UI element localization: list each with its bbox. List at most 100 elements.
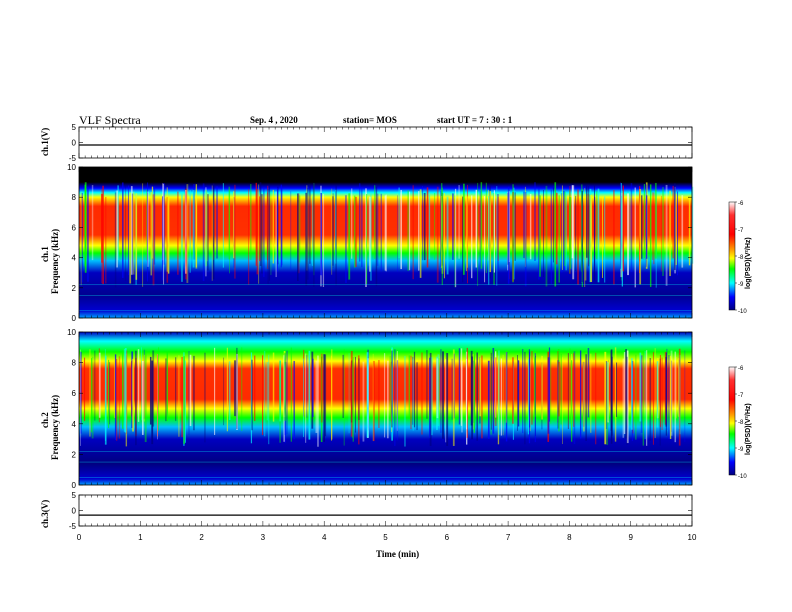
spectrogram-2-streak	[476, 352, 478, 441]
spectrogram-2-streak	[639, 352, 642, 422]
spectrogram-1-streak	[645, 195, 648, 259]
spectrogram-2-streak	[436, 358, 439, 419]
spectrogram-2-streak	[118, 356, 121, 439]
spectrogram-2-streak	[505, 351, 507, 423]
spectrogram-2-streak	[320, 353, 323, 423]
spectrogram-1-streak	[593, 184, 596, 281]
spectrogram-1-streak	[571, 185, 574, 259]
spectrogram-1-streak	[622, 185, 624, 272]
spectrogram-1-streak	[434, 192, 436, 260]
spectrogram-2-streak	[157, 354, 158, 437]
spectrogram-1-streak	[351, 188, 353, 259]
spectrogram-1-streak	[479, 191, 481, 269]
spectrogram-2-streak	[263, 350, 266, 437]
spectrogram-1-streak	[577, 189, 579, 285]
spectrogram-1-streak	[550, 189, 552, 284]
spectrogram-2-streak	[312, 358, 314, 417]
spectrogram-1-streak	[184, 189, 187, 274]
spectrogram-2-streak	[605, 361, 608, 429]
spectrogram-1-streak	[152, 191, 154, 258]
spectrogram-2-streak	[223, 357, 225, 426]
spectrogram-2-streak	[579, 350, 582, 439]
spectrogram-2-streak	[527, 359, 529, 435]
spectrogram-2-streak	[416, 362, 418, 431]
spectrogram-1-streak	[588, 185, 590, 267]
spectrogram-2-streak	[587, 348, 590, 418]
spectrogram-1-streak	[584, 193, 587, 281]
spectrogram-2-streak	[396, 360, 399, 441]
panel-3-ytick-label: -5	[69, 522, 77, 531]
spectrogram-2-streak	[290, 347, 293, 442]
spectrogram-2-streak	[524, 351, 526, 445]
spectrogram-1-streak	[91, 185, 94, 261]
spectrogram-1-streak	[80, 191, 82, 286]
spectrogram-2-streak	[396, 351, 398, 431]
spectrogram-1-streak	[355, 196, 357, 268]
spectrogram-1-streak	[195, 184, 198, 268]
colorbar-1-tick-label: -7	[738, 228, 744, 234]
spectrogram-1-streak	[147, 191, 149, 267]
spectrogram-2-streak	[679, 355, 681, 435]
spectrogram-1-streak	[462, 196, 464, 283]
spectrogram-2-streak	[487, 360, 490, 439]
spectrogram-1-streak	[645, 184, 647, 267]
spectrogram-1-streak	[87, 186, 89, 282]
spectrogram-2-streak	[644, 350, 646, 440]
spectrogram-2-streak	[437, 354, 440, 426]
spectrogram-2-streak	[284, 352, 286, 421]
spectrogram-2-streak	[571, 360, 573, 442]
spectrogram-1-streak	[313, 183, 315, 287]
spectrogram-1-streak	[590, 194, 593, 282]
spectrogram-2-streak	[494, 357, 497, 427]
spectrogram-1-saturated	[79, 167, 692, 183]
spectrogram-2-streak	[583, 358, 585, 432]
x-tick-label: 1	[138, 533, 143, 542]
spectrogram-2-streak	[352, 357, 354, 442]
spectrogram-2-streak	[323, 354, 325, 442]
spectrogram-1-streak	[384, 195, 387, 271]
panel-0-ytick-label: -5	[69, 154, 77, 163]
spectrogram-1-streak	[212, 183, 215, 280]
spectrogram-1-streak	[489, 191, 492, 273]
spectrogram-1-streak	[202, 183, 205, 282]
spectrogram-2-streak	[366, 352, 369, 438]
spectrogram-2-streak	[642, 351, 645, 446]
spectrogram-1-streak	[672, 185, 674, 259]
spectrogram-1-streak	[674, 183, 676, 270]
spectrogram-1-streak	[554, 182, 557, 287]
spectrogram-2-streak	[625, 349, 628, 439]
spectrogram-1-streak	[368, 197, 370, 266]
spectrogram-2-streak	[228, 361, 231, 420]
spectrogram-2-streak	[114, 354, 117, 440]
spectrogram-1-streak	[162, 183, 165, 285]
spectrogram-1-streak	[681, 195, 684, 268]
spectrogram-1-streak	[564, 191, 566, 267]
panel-3-ytick-label: 0	[72, 507, 77, 516]
spectrogram-2-streak	[251, 359, 253, 431]
spectrogram-2-streak	[458, 348, 461, 425]
spectrogram-2-streak	[541, 362, 543, 430]
spectrogram-1-streak	[332, 196, 334, 266]
spectrogram-1-streak	[418, 191, 420, 271]
spectrogram-1-streak	[545, 185, 548, 287]
spectrogram-1-streak	[151, 186, 154, 259]
spectrogram-1-streak	[596, 191, 598, 260]
spectrogram-1-streak	[298, 195, 301, 263]
spectrogram-1-streak	[275, 191, 277, 278]
spectrogram-2-streak	[500, 358, 502, 436]
x-tick-label: 2	[199, 533, 204, 542]
spectrogram-2-streak	[262, 355, 264, 436]
spectrogram-1-streak	[298, 193, 300, 274]
spectrogram-1-streak	[309, 185, 311, 264]
spectrogram-1-streak	[361, 187, 363, 268]
spectrogram-2-streak	[547, 357, 550, 434]
spectrogram-1-streak	[407, 190, 409, 271]
panel-1-ytick-label: 4	[72, 254, 77, 263]
spectrogram-1-streak	[613, 190, 615, 285]
spectrogram-2-streak	[614, 347, 617, 442]
spectrogram-2-streak	[108, 362, 111, 425]
spectrogram-1-streak	[575, 195, 577, 272]
spectrogram-1-streak	[620, 182, 622, 269]
spectrogram-1-streak	[419, 189, 422, 278]
spectrogram-1-streak	[562, 190, 565, 271]
